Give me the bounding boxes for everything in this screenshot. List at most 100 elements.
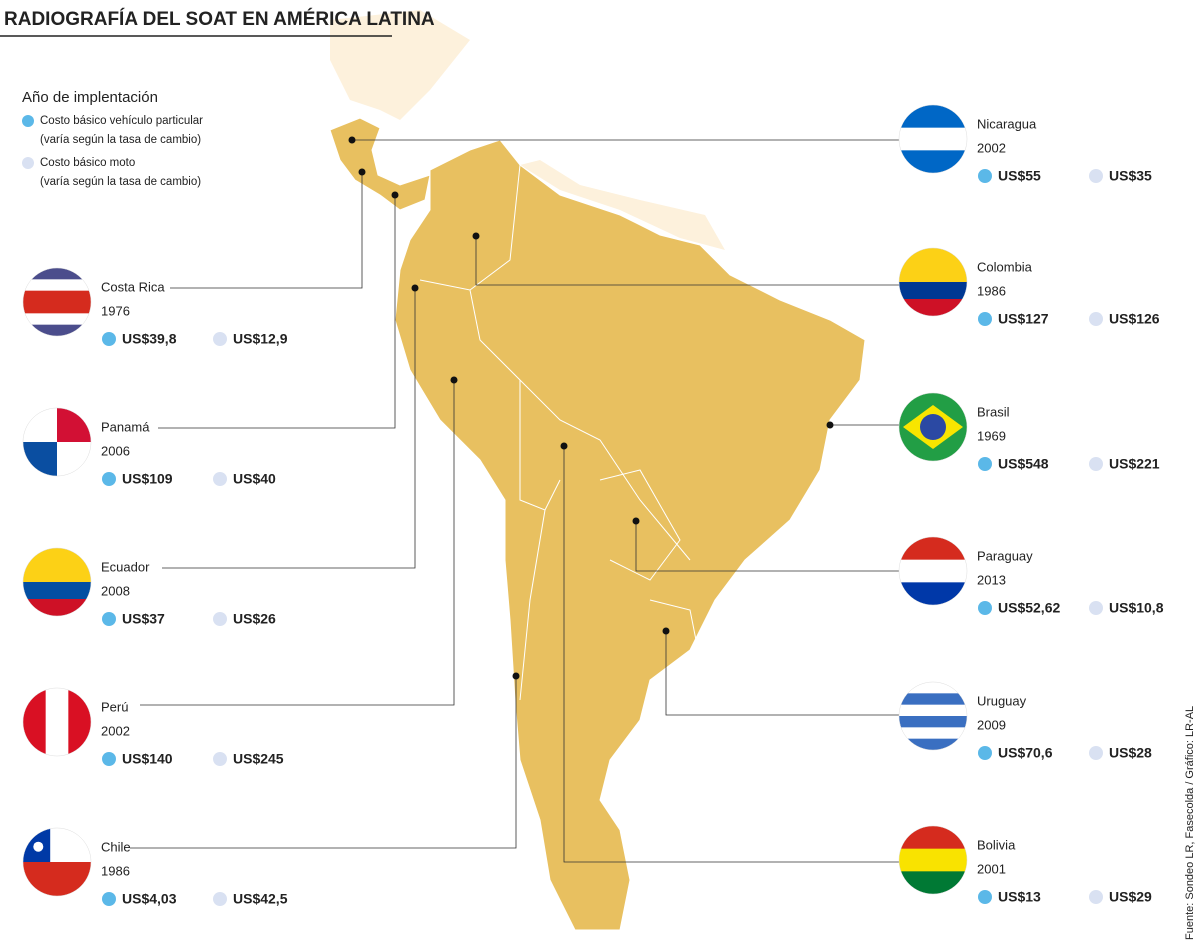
car-swatch — [978, 312, 992, 326]
legend-title: Año de implentación — [22, 89, 158, 106]
country-name: Costa Rica — [101, 279, 165, 294]
car-cost: US$37 — [122, 611, 165, 627]
flag-stripe — [899, 537, 967, 561]
flag — [23, 408, 91, 476]
map-background — [330, 10, 725, 250]
legend-swatch-car — [22, 115, 34, 127]
car-swatch — [978, 169, 992, 183]
title: RADIOGRAFÍA DEL SOAT EN AMÉRICA LATINA — [4, 8, 435, 30]
country-name: Chile — [101, 839, 131, 854]
moto-cost: US$40 — [233, 471, 276, 487]
country-year: 2002 — [101, 723, 130, 738]
flag — [899, 682, 967, 750]
flag-stripe — [899, 299, 967, 316]
flag-outline — [22, 407, 92, 477]
car-swatch — [102, 752, 116, 766]
connector-line — [158, 195, 396, 429]
flag-stripe — [23, 688, 47, 756]
flag-stripe — [23, 290, 91, 314]
moto-cost: US$12,9 — [233, 331, 288, 347]
connector-line — [170, 172, 363, 289]
moto-swatch — [213, 892, 227, 906]
flag-stripe — [899, 248, 967, 283]
moto-swatch — [1089, 169, 1103, 183]
car-cost: US$140 — [122, 751, 173, 767]
flag-stripe — [45, 688, 69, 756]
flag-outline — [22, 547, 92, 617]
car-swatch — [102, 612, 116, 626]
moto-cost: US$42,5 — [233, 891, 288, 907]
country-year: 2008 — [101, 583, 130, 598]
moto-swatch — [213, 612, 227, 626]
flag-stripe — [23, 313, 91, 326]
country-name: Ecuador — [101, 559, 150, 574]
car-swatch — [102, 892, 116, 906]
map-point — [472, 232, 480, 240]
connector-line — [635, 521, 900, 572]
moto-swatch — [1089, 312, 1103, 326]
legend-swatch-moto — [22, 157, 34, 169]
moto-cost: US$10,8 — [1109, 600, 1164, 616]
map-point — [358, 168, 366, 176]
flag-globe — [920, 414, 946, 440]
country-year: 2009 — [977, 717, 1006, 732]
flag — [899, 105, 967, 173]
car-cost: US$127 — [998, 311, 1049, 327]
moto-swatch — [213, 752, 227, 766]
country-year: 1976 — [101, 303, 130, 318]
connector-line — [563, 446, 900, 863]
flag-stripe — [23, 862, 91, 896]
car-cost: US$70,6 — [998, 745, 1053, 761]
flag-stripe — [57, 408, 91, 442]
legend-note: (varía según la tasa de cambio) — [40, 134, 201, 146]
country-year: 2001 — [977, 861, 1006, 876]
country-name: Paraguay — [977, 548, 1033, 563]
flag-stripe — [899, 282, 967, 300]
connector-line — [140, 380, 455, 706]
car-cost: US$548 — [998, 456, 1049, 472]
flag-stripe — [899, 826, 967, 850]
flag-outline — [898, 104, 968, 174]
moto-swatch — [1089, 890, 1103, 904]
flag-stripe — [899, 559, 967, 583]
country-year: 1969 — [977, 428, 1006, 443]
moto-cost: US$126 — [1109, 311, 1160, 327]
flag-stripe — [899, 682, 967, 694]
map-point — [560, 442, 568, 450]
flag-outline — [22, 827, 92, 897]
flag-stripe — [899, 127, 967, 151]
map-point — [450, 376, 458, 384]
car-cost: US$52,62 — [998, 600, 1060, 616]
flag-outline — [898, 825, 968, 895]
country-year: 2002 — [977, 140, 1006, 155]
moto-cost: US$221 — [1109, 456, 1160, 472]
country-year: 1986 — [977, 283, 1006, 298]
country-year: 2006 — [101, 443, 130, 458]
flag-stripe — [899, 704, 967, 717]
flag-outline — [898, 681, 968, 751]
moto-cost: US$28 — [1109, 745, 1152, 761]
country-name: Panamá — [101, 419, 150, 434]
map-central-america — [329, 117, 431, 211]
map-south-america — [394, 139, 866, 931]
country-name: Perú — [101, 699, 128, 714]
car-cost: US$4,03 — [122, 891, 177, 907]
car-cost: US$39,8 — [122, 331, 177, 347]
moto-swatch — [213, 472, 227, 486]
map-point — [411, 284, 419, 292]
car-cost: US$13 — [998, 889, 1041, 905]
legend-label: Costo básico vehículo particular — [40, 115, 203, 127]
flag-stripe — [899, 848, 967, 872]
flag-star — [33, 841, 44, 852]
connector-line — [475, 236, 900, 286]
map-point — [348, 136, 356, 144]
flag-stripe — [899, 150, 967, 173]
flag-stripe — [899, 693, 967, 706]
country-name: Uruguay — [977, 693, 1027, 708]
flag-stripe — [23, 268, 91, 280]
source: Fuente: Sondeo LR, Fasecolda / Gráfico: … — [1184, 706, 1196, 940]
connector-line — [162, 288, 416, 569]
car-swatch — [978, 457, 992, 471]
flag-stripe — [899, 871, 967, 894]
